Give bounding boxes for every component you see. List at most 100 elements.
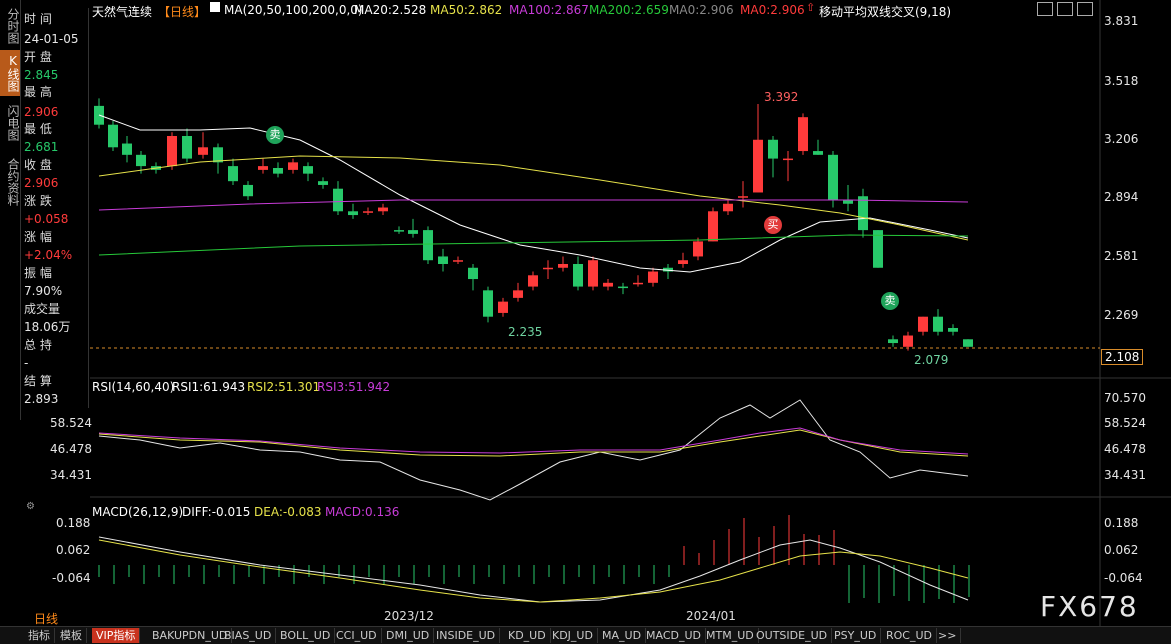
candle-body[interactable] — [108, 124, 118, 148]
volume-label: 成交量 — [24, 302, 61, 316]
bottom-tab[interactable]: BAKUPDN_UD — [148, 628, 233, 643]
candle-body[interactable] — [378, 207, 388, 212]
plus-icon[interactable] — [1077, 2, 1093, 16]
candle-body[interactable] — [813, 151, 823, 155]
candle-body[interactable] — [348, 211, 358, 216]
candle-body[interactable] — [768, 139, 778, 159]
bottom-tab[interactable]: CCI_UD — [332, 628, 382, 643]
tab-kline[interactable]: K线图 — [0, 50, 20, 96]
candle-body[interactable] — [198, 147, 208, 155]
candle-body[interactable] — [303, 166, 313, 174]
left-tab-bar: 分时图 K线图 闪电图 合约资料 — [0, 0, 21, 420]
ma200-label: MA200:2.659 — [589, 3, 669, 17]
candle-body[interactable] — [438, 256, 448, 264]
candle-body[interactable] — [633, 282, 643, 285]
candle-body[interactable] — [873, 230, 883, 268]
bottom-tab[interactable]: MACD_UD — [642, 628, 706, 643]
candle-body[interactable] — [288, 162, 298, 170]
period-label[interactable]: 【日线】 — [158, 5, 207, 19]
candle-body[interactable] — [693, 241, 703, 257]
bottom-tab[interactable]: 指标 — [24, 628, 55, 643]
candle-body[interactable] — [483, 290, 493, 317]
tab-timeshare[interactable]: 分时图 — [6, 8, 20, 44]
candle-body[interactable] — [903, 335, 913, 347]
settings-icon[interactable]: ⚙ — [26, 501, 35, 512]
bottom-tab[interactable]: MTM_UD — [702, 628, 759, 643]
candle-body[interactable] — [243, 184, 253, 197]
bottom-tab[interactable]: OUTSIDE_UD — [752, 628, 833, 643]
sell-signal-badge[interactable]: 卖 — [266, 126, 284, 144]
ma100-label: MA100:2.867 — [509, 3, 589, 17]
candle-body[interactable] — [618, 286, 628, 289]
candle-body[interactable] — [738, 196, 748, 198]
candle-body[interactable] — [513, 290, 523, 298]
candle-body[interactable] — [558, 263, 568, 268]
sell-signal-badge[interactable]: 卖 — [881, 292, 899, 310]
candle-body[interactable] — [573, 263, 583, 287]
candle-body[interactable] — [228, 166, 238, 182]
bottom-tab[interactable]: DMI_UD — [382, 628, 435, 643]
rsi-tick: 58.524 — [1104, 416, 1146, 430]
candle-body[interactable] — [394, 230, 404, 232]
candle-body[interactable] — [498, 301, 508, 313]
candle-body[interactable] — [858, 196, 868, 231]
candle-body[interactable] — [423, 230, 433, 261]
candle-body[interactable] — [798, 117, 808, 152]
candle-body[interactable] — [122, 143, 132, 155]
candle-body[interactable] — [603, 282, 613, 287]
candle-body[interactable] — [588, 260, 598, 287]
candle-body[interactable] — [273, 168, 283, 174]
candle-body[interactable] — [783, 158, 793, 161]
bottom-tab[interactable]: >> — [934, 628, 962, 643]
bottom-tab[interactable]: BIAS_UD — [220, 628, 277, 643]
candle-body[interactable] — [468, 267, 478, 280]
candle-body[interactable] — [708, 211, 718, 242]
candle-body[interactable] — [363, 211, 373, 213]
settings-icon[interactable] — [210, 2, 220, 12]
bottom-tab[interactable]: MA_UD — [598, 628, 647, 643]
bottom-tab[interactable]: VIP指标 — [92, 628, 141, 643]
candle-body[interactable] — [888, 339, 898, 344]
candle-body[interactable] — [408, 230, 418, 234]
macd-value-label: MACD:0.136 — [325, 505, 400, 519]
high-annotation: 3.392 — [764, 90, 799, 104]
kline-chart[interactable] — [0, 0, 1171, 626]
bottom-tab[interactable]: BOLL_UD — [276, 628, 336, 643]
open-value: 2.845 — [24, 68, 59, 82]
candle-body[interactable] — [453, 260, 463, 262]
candle-body[interactable] — [753, 139, 763, 193]
rsi1-label: RSI1:61.943 — [172, 380, 246, 394]
candle-body[interactable] — [678, 260, 688, 264]
macd-dea-label: DEA:-0.083 — [254, 505, 322, 519]
tab-contract-info[interactable]: 合约资料 — [6, 158, 20, 206]
candle-body[interactable] — [213, 147, 223, 163]
candle-body[interactable] — [663, 267, 673, 272]
candle-body[interactable] — [918, 316, 928, 332]
bottom-tab[interactable]: KDJ_UD — [548, 628, 598, 643]
bottom-tab[interactable]: KD_UD — [504, 628, 551, 643]
grid-icon[interactable] — [1037, 2, 1053, 16]
candle-body[interactable] — [167, 136, 177, 167]
bottom-tab[interactable]: ROC_UD — [882, 628, 938, 643]
candle-body[interactable] — [828, 154, 838, 200]
candle-body[interactable] — [648, 271, 658, 283]
candle-body[interactable] — [318, 181, 328, 185]
candle-body[interactable] — [543, 267, 553, 270]
buy-signal-badge[interactable]: 买 — [764, 216, 782, 234]
bottom-tab[interactable]: PSY_UD — [830, 628, 882, 643]
bottom-tab[interactable]: 模板 — [56, 628, 87, 643]
low-value: 2.681 — [24, 140, 59, 154]
candle-body[interactable] — [333, 188, 343, 212]
candle-body[interactable] — [528, 275, 538, 287]
bottom-tab[interactable]: INSIDE_UD — [432, 628, 501, 643]
candle-body[interactable] — [182, 136, 192, 159]
candle-body[interactable] — [963, 339, 973, 347]
candle-body[interactable] — [948, 327, 958, 332]
candle-body[interactable] — [843, 199, 853, 204]
candle-body[interactable] — [723, 203, 733, 212]
tab-flash[interactable]: 闪电图 — [6, 105, 20, 141]
candle-body[interactable] — [136, 154, 146, 167]
candle-body[interactable] — [933, 316, 943, 332]
candle-body[interactable] — [258, 166, 268, 170]
minus-icon[interactable] — [1057, 2, 1073, 16]
